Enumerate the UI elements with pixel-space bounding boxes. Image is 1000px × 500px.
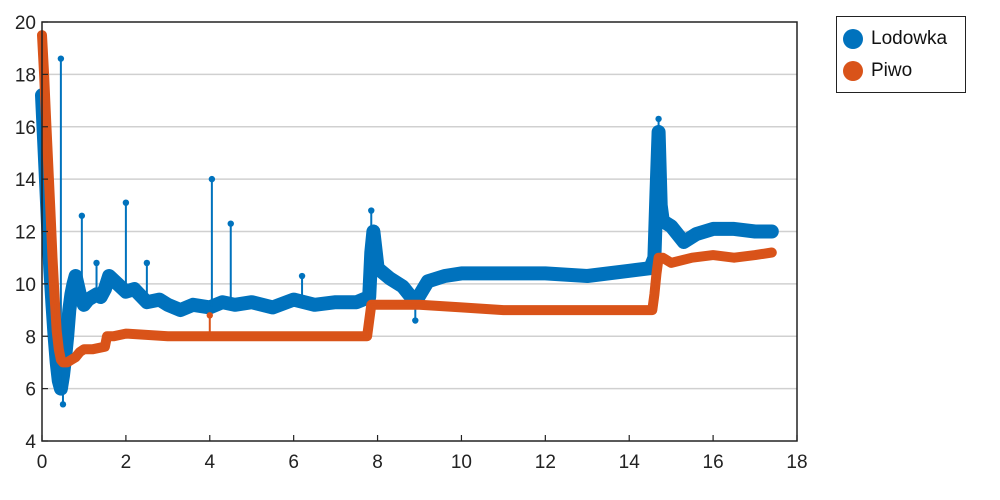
y-tick-label-8: 8 xyxy=(25,327,36,348)
tick-labels: 4 6 8 10 12 14 16 18 20 0 2 4 6 8 10 12 14 16 18 xyxy=(15,13,808,473)
series-trace-piwo xyxy=(41,35,772,364)
legend-label-lodowka: Lodowka xyxy=(871,28,948,49)
x-tick-label-12: 12 xyxy=(535,452,556,473)
x-tick-label-18: 18 xyxy=(786,452,807,473)
x-tick-label-2: 2 xyxy=(121,452,132,473)
series-piwo xyxy=(37,30,777,368)
legend-item-lodowka: Lodowka xyxy=(843,24,947,54)
legend-label-piwo: Piwo xyxy=(871,60,913,81)
y-tick-label-12: 12 xyxy=(15,223,36,244)
legend: Lodowka Piwo xyxy=(836,16,966,93)
spike-point-lodowka-9 xyxy=(368,207,375,214)
x-tick-label-10: 10 xyxy=(451,452,472,473)
spike-point-lodowka-3 xyxy=(93,259,100,267)
x-tick-label-16: 16 xyxy=(703,452,724,473)
x-tick-label-6: 6 xyxy=(288,452,299,473)
spike-point-lodowka-4 xyxy=(122,199,130,206)
plot-frame xyxy=(41,21,798,442)
spike-point-lodowka-2 xyxy=(78,212,86,219)
series-line-lodowka xyxy=(35,88,779,396)
spike-point-piwo-0 xyxy=(206,312,213,319)
series-layer xyxy=(35,30,779,408)
axes xyxy=(41,21,798,442)
spike-point-lodowka-0 xyxy=(57,55,65,62)
y-tick-label-20: 20 xyxy=(15,13,36,34)
y-tick-label-14: 14 xyxy=(15,170,37,191)
y-tick-label-6: 6 xyxy=(25,380,36,401)
spike-point-lodowka-11 xyxy=(655,115,662,123)
spike-point-lodowka-10 xyxy=(412,317,419,324)
series-trace-lodowka xyxy=(41,95,772,389)
legend-marker-lodowka xyxy=(843,29,863,49)
y-tick-label-18: 18 xyxy=(15,65,36,86)
spike-point-lodowka-5 xyxy=(143,259,151,267)
series-lodowka xyxy=(35,55,779,408)
x-tick-label-0: 0 xyxy=(37,452,48,473)
x-tick-label-14: 14 xyxy=(619,452,641,473)
x-tick-label-4: 4 xyxy=(204,452,215,473)
spike-point-lodowka-1 xyxy=(59,401,67,408)
legend-marker-piwo xyxy=(843,61,863,81)
spike-point-lodowka-8 xyxy=(298,272,306,280)
x-tick-label-8: 8 xyxy=(372,452,383,473)
legend-item-piwo: Piwo xyxy=(843,56,912,86)
spike-point-lodowka-7 xyxy=(227,220,234,227)
y-tick-label-10: 10 xyxy=(15,275,36,296)
spike-point-lodowka-6 xyxy=(208,175,216,183)
y-tick-label-4: 4 xyxy=(25,432,36,453)
y-tick-label-16: 16 xyxy=(15,118,36,139)
